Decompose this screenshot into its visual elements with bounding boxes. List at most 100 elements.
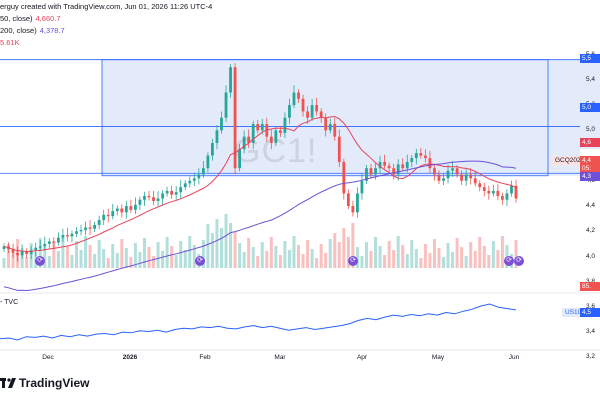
candle-body <box>43 243 47 247</box>
volume-bar <box>133 243 137 268</box>
volume-bar <box>170 246 174 268</box>
volume-bar <box>414 249 418 268</box>
event-marker-icon[interactable]: ⟳ <box>348 256 358 266</box>
candle-body <box>56 237 60 243</box>
x-tick-label: 2026 <box>122 354 138 361</box>
event-marker-icon[interactable]: ⟳ <box>35 256 45 266</box>
candle-body <box>147 195 151 198</box>
candle-body <box>274 130 278 143</box>
candle-body <box>52 241 56 243</box>
candle-body <box>183 183 187 188</box>
candle-body <box>152 197 155 201</box>
volume-bar <box>387 241 391 268</box>
candle-body <box>120 208 124 213</box>
volume-bar <box>188 236 192 268</box>
candle-body <box>401 164 405 169</box>
volume-bar <box>328 239 332 268</box>
legend-ma200[interactable]: 200, close) 4,378.7 <box>0 26 65 35</box>
volume-price-tag: 85. <box>580 282 600 291</box>
candle-body <box>315 105 319 112</box>
moving-averages <box>3 115 517 292</box>
volume-bar <box>392 250 396 268</box>
volume-bar <box>111 244 115 268</box>
y-tick-label: 5,4 <box>586 75 596 83</box>
event-marker-icon[interactable]: ⟳ <box>504 256 514 266</box>
candle-body <box>392 168 396 175</box>
candle-body <box>133 204 137 210</box>
tradingview-logo[interactable]: TradingView <box>0 376 89 390</box>
candle-body <box>2 246 6 249</box>
y-tick-label: 4,0 <box>586 252 596 260</box>
event-marker-icon[interactable]: ⟳ <box>195 256 205 266</box>
volume-bar <box>142 238 146 268</box>
volume-bar <box>74 241 78 268</box>
volume-bar <box>269 237 273 268</box>
candle-body <box>501 195 504 200</box>
volume-bar <box>88 245 92 268</box>
x-tick-label: Dec <box>42 354 54 361</box>
candle-body <box>238 149 242 169</box>
tradingview-logo-icon <box>0 378 16 388</box>
candle-body <box>301 98 305 112</box>
candle-body <box>192 178 196 181</box>
last-price-tag: 4,4 <box>580 156 600 165</box>
volume-bar <box>496 250 500 268</box>
volume-bar <box>396 236 400 268</box>
legend-ma50[interactable]: 50, close) 4,660.7 <box>0 14 61 23</box>
volume-bar <box>156 242 160 268</box>
zone-upper-price-tag: 5,5 <box>580 54 600 63</box>
candle-body <box>138 199 142 205</box>
candle-body <box>437 174 441 181</box>
volume-bar <box>219 228 223 268</box>
candle-body <box>79 230 83 232</box>
candle-body <box>66 235 69 237</box>
candle-body <box>455 168 459 175</box>
volume-bar <box>265 251 269 268</box>
candle-body <box>75 231 78 234</box>
volume-bar <box>292 236 296 268</box>
volume-bar <box>419 258 423 268</box>
event-marker-icon[interactable]: ⟳ <box>514 256 524 266</box>
candle-body <box>464 174 468 181</box>
candle-body <box>242 136 246 150</box>
volume-bar <box>283 241 287 268</box>
candle-body <box>174 192 178 195</box>
candle-body <box>229 67 232 93</box>
volume-bar <box>364 242 368 268</box>
volume-bar <box>56 251 60 268</box>
volume-bar <box>487 255 491 268</box>
candle-body <box>356 193 359 213</box>
volume-bar <box>437 248 441 268</box>
volume-bar <box>451 252 455 268</box>
symbol-tag: GCQ2026 <box>552 156 588 165</box>
candle-body <box>319 111 323 118</box>
volume-bar <box>206 224 210 268</box>
volume-bar <box>442 257 446 268</box>
volume-bar <box>473 251 477 268</box>
candle-body <box>469 174 473 179</box>
volume-bar <box>93 254 97 268</box>
candle-body <box>124 206 128 213</box>
volume-bar <box>65 246 69 268</box>
volume-bar <box>124 248 128 268</box>
candle-body <box>378 161 382 169</box>
legend-volume-value: 5.61K <box>0 38 20 47</box>
volume-bar <box>215 219 219 268</box>
candle-body <box>188 180 192 184</box>
volume-bar <box>129 257 133 268</box>
candle-body <box>328 124 332 131</box>
candle-body <box>405 161 409 169</box>
volume-bar <box>342 228 346 268</box>
candle-body <box>161 193 164 199</box>
volume-bar <box>138 252 142 268</box>
candle-body <box>473 178 477 184</box>
candle-body <box>337 136 341 162</box>
candle-body <box>29 250 33 254</box>
volume-bar <box>360 256 364 268</box>
volume-bar <box>106 258 110 268</box>
volume-bar <box>43 247 47 268</box>
x-tick-label: Feb <box>199 354 211 361</box>
y-tick-label: 3,8 <box>586 278 600 285</box>
volume-bar <box>274 246 278 268</box>
